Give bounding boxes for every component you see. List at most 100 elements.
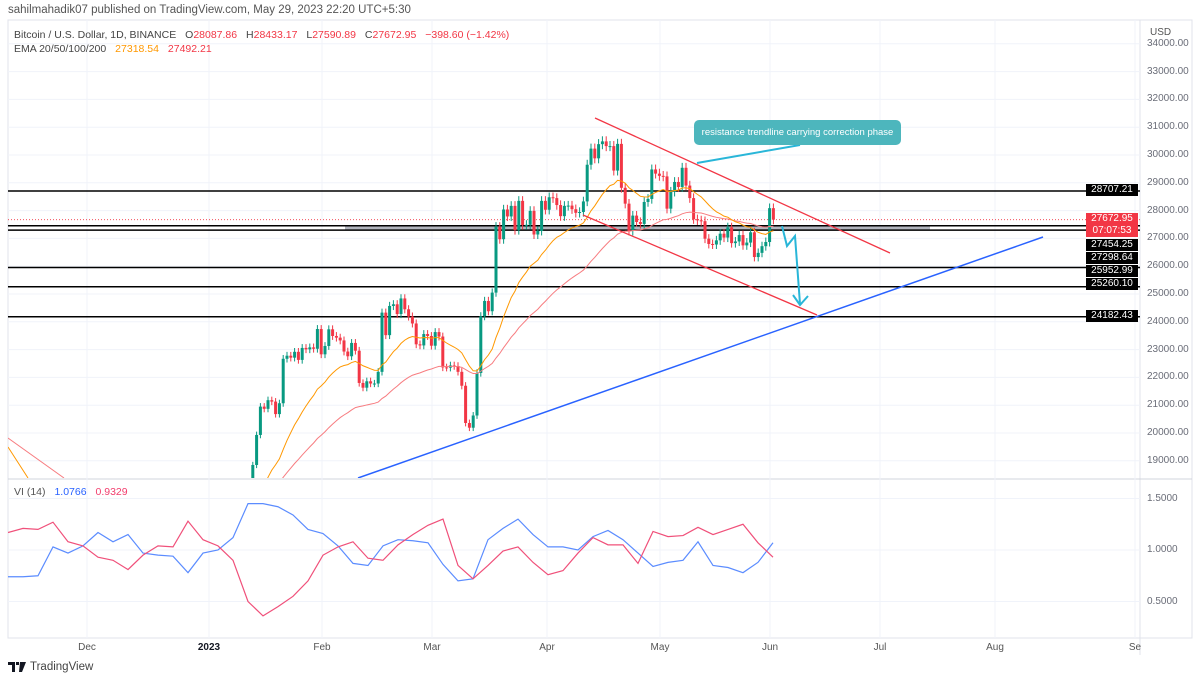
candle-down bbox=[711, 243, 715, 245]
ema50-line-early bbox=[8, 437, 65, 478]
candle-up bbox=[673, 181, 677, 192]
candle-down bbox=[604, 141, 608, 147]
candle-down bbox=[505, 209, 509, 217]
price-tick: 32000.00 bbox=[1147, 93, 1189, 105]
candle-down bbox=[661, 175, 665, 177]
candle-down bbox=[486, 300, 490, 312]
candle-down bbox=[334, 335, 338, 338]
candle-down bbox=[384, 312, 388, 336]
candle-up bbox=[509, 205, 513, 217]
channel-lower-trendline bbox=[582, 214, 818, 316]
candle-up bbox=[524, 224, 528, 226]
candle-down bbox=[638, 221, 642, 224]
candle-down bbox=[707, 238, 711, 244]
candle-up bbox=[399, 298, 403, 315]
candle-up bbox=[266, 400, 270, 409]
vi-label[interactable]: VI (14) bbox=[14, 486, 46, 498]
candle-down bbox=[570, 205, 574, 210]
ema-label[interactable]: EMA 20/50/100/200 bbox=[14, 43, 107, 55]
price-tick: 30000.00 bbox=[1147, 149, 1189, 160]
candle-up bbox=[547, 197, 551, 210]
candle-down bbox=[304, 347, 308, 350]
candle-down bbox=[771, 208, 775, 220]
candle-down bbox=[593, 148, 597, 159]
candle-up bbox=[562, 205, 566, 217]
level-price-label: 24182.43 bbox=[1086, 310, 1138, 322]
candle-down bbox=[730, 227, 734, 244]
candle-up bbox=[248, 490, 251, 504]
price-tick: 29000.00 bbox=[1147, 176, 1189, 188]
vi-minus-value: 0.9329 bbox=[95, 486, 128, 498]
symbol-name[interactable]: Bitcoin / U.S. Dollar, 1D, BINANCE bbox=[14, 29, 177, 41]
candle-up bbox=[293, 351, 297, 358]
candle-up bbox=[597, 144, 601, 159]
candle-down bbox=[532, 210, 536, 235]
candle-up bbox=[578, 211, 582, 213]
ema-legend: EMA 20/50/100/200 27318.54 27492.21 bbox=[14, 43, 212, 55]
candle-down bbox=[692, 198, 696, 220]
candle-down bbox=[353, 342, 357, 351]
candle-down bbox=[361, 382, 365, 388]
candle-up bbox=[323, 345, 327, 355]
candle-down bbox=[619, 143, 623, 188]
tradingview-logo[interactable]: TradingView bbox=[8, 661, 93, 673]
candle-down bbox=[555, 198, 559, 206]
candle-down bbox=[464, 385, 468, 423]
candle-down bbox=[665, 176, 669, 209]
price-tick: 25000.00 bbox=[1147, 288, 1189, 299]
candle-down bbox=[395, 304, 399, 315]
candle-down bbox=[574, 209, 578, 213]
candle-down bbox=[357, 350, 361, 383]
bar-countdown: 07:07:53 bbox=[1092, 225, 1132, 236]
main-pane bbox=[8, 117, 1140, 514]
level-price-label: 28707.21 bbox=[1086, 184, 1138, 196]
price-tick: 34000.00 bbox=[1147, 37, 1189, 49]
vi-tick: 1.5000 bbox=[1147, 492, 1178, 504]
currency-label: USD bbox=[1150, 27, 1172, 38]
time-label: 2023 bbox=[197, 642, 221, 653]
candle-down bbox=[319, 329, 323, 355]
level-price-label: 27454.25 bbox=[1086, 239, 1138, 251]
candle-up bbox=[528, 210, 532, 225]
current-price-label: 27672.95 07:07:53 bbox=[1086, 213, 1138, 237]
time-label: Feb bbox=[313, 642, 331, 653]
candle-down bbox=[342, 340, 346, 352]
candle-up bbox=[733, 241, 737, 244]
candle-up bbox=[255, 434, 259, 465]
candle-up bbox=[646, 198, 650, 202]
candle-up bbox=[240, 511, 243, 514]
candle-up bbox=[380, 312, 384, 372]
candle-down bbox=[346, 351, 350, 357]
price-tick: 28000.00 bbox=[1147, 204, 1189, 216]
candle-up bbox=[760, 246, 764, 253]
candle-up bbox=[650, 169, 654, 199]
candle-up bbox=[714, 240, 718, 245]
candle-down bbox=[722, 233, 726, 238]
close-value: 27672.95 bbox=[372, 29, 417, 41]
candle-down bbox=[445, 367, 449, 369]
low-label: L bbox=[306, 29, 313, 41]
candle-up bbox=[768, 208, 772, 243]
publish-info: sahilmahadik07 published on TradingView.… bbox=[8, 4, 411, 16]
change-value: −398.60 (−1.42%) bbox=[425, 29, 510, 41]
candle-up bbox=[372, 383, 376, 385]
tradingview-logo-icon bbox=[8, 662, 26, 672]
price-tick: 31000.00 bbox=[1147, 121, 1189, 133]
time-label: Dec bbox=[78, 642, 96, 653]
arrow-head-icon bbox=[792, 294, 809, 307]
vi-plus-line bbox=[8, 503, 774, 582]
price-tick: 23000.00 bbox=[1147, 343, 1189, 355]
low-value: 27590.89 bbox=[312, 29, 356, 41]
candle-down bbox=[695, 219, 699, 221]
candle-down bbox=[429, 335, 433, 346]
candle-up bbox=[669, 191, 673, 209]
high-label: H bbox=[246, 29, 254, 41]
candle-down bbox=[338, 337, 342, 341]
close-label: C bbox=[364, 29, 373, 41]
candle-up bbox=[726, 227, 730, 238]
candle-down bbox=[456, 366, 460, 372]
annotation-callout[interactable]: resistance trendline carrying correction… bbox=[694, 120, 901, 145]
candle-down bbox=[418, 344, 422, 346]
price-tick: 27000.00 bbox=[1147, 232, 1189, 244]
